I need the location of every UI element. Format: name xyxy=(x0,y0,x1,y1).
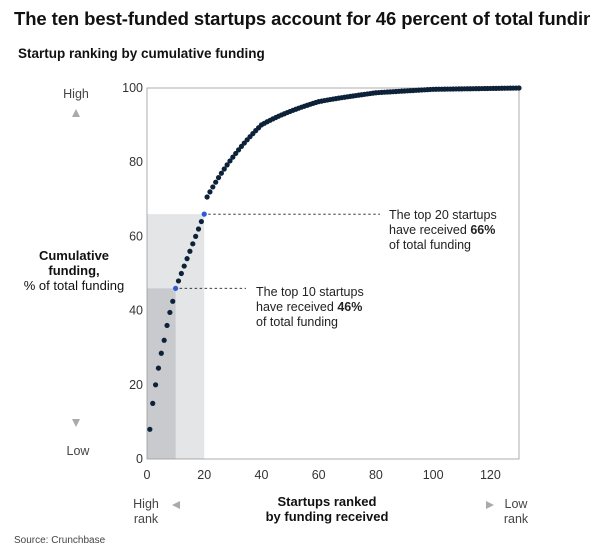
data-point xyxy=(213,179,219,185)
x-tick-labels: 0 20 40 60 80 100 120 xyxy=(144,468,501,482)
y-axis-up-arrow-icon xyxy=(72,109,80,117)
data-point xyxy=(184,256,190,262)
data-point xyxy=(158,350,164,356)
top20-annotation-prefix: have received xyxy=(389,223,470,237)
y-tick-label: 40 xyxy=(129,304,143,318)
x-axis-label-line2: by funding received xyxy=(266,509,389,524)
data-point xyxy=(161,337,167,343)
plot-frame xyxy=(146,87,520,460)
source-note: Source: Crunchbase xyxy=(14,535,106,546)
top10-annotation-line2: have received 46% xyxy=(256,300,362,314)
x-tick-label: 80 xyxy=(369,468,383,482)
data-point xyxy=(175,278,182,284)
x-axis-left-arrow-icon xyxy=(172,501,180,509)
top10-annotation-line1: The top 10 startups xyxy=(256,285,364,299)
data-point xyxy=(178,270,184,277)
data-point xyxy=(221,166,227,172)
data-point xyxy=(235,147,242,153)
y-axis-label-line2: funding, xyxy=(48,263,99,278)
y-tick-label: 80 xyxy=(129,155,143,169)
data-point xyxy=(516,85,522,91)
x-tick-label: 60 xyxy=(312,468,326,482)
data-point xyxy=(150,400,156,406)
y-tick-label: 0 xyxy=(136,452,143,466)
data-point xyxy=(210,184,216,190)
data-point xyxy=(230,154,236,160)
x-axis-high-label-line1: High xyxy=(133,497,159,511)
x-tick-label: 0 xyxy=(144,468,151,482)
chart-title: The ten best-funded startups account for… xyxy=(14,8,590,29)
data-point xyxy=(204,194,210,200)
x-axis-low-label-line1: Low xyxy=(505,497,529,511)
highlight-data-point xyxy=(173,285,179,291)
data-point xyxy=(187,248,193,254)
x-axis-low-label-line2: rank xyxy=(504,512,529,526)
x-tick-label: 20 xyxy=(197,468,211,482)
data-point xyxy=(198,218,204,225)
x-tick-label: 40 xyxy=(255,468,269,482)
x-axis-right-arrow-icon xyxy=(486,501,494,509)
top10-annotation-prefix: have received xyxy=(256,300,337,314)
data-point xyxy=(164,322,170,329)
y-tick-labels: 0 20 40 60 80 100 xyxy=(122,81,143,466)
data-point xyxy=(152,382,159,388)
y-tick-label: 60 xyxy=(129,229,143,243)
data-point xyxy=(224,162,230,168)
data-point xyxy=(167,309,173,316)
data-point xyxy=(233,150,239,157)
data-point xyxy=(193,233,199,239)
data-point xyxy=(190,241,196,247)
y-axis-low-label: Low xyxy=(67,444,91,458)
y-axis-label-line3: % of total funding xyxy=(24,278,124,293)
data-point xyxy=(227,158,233,164)
top20-annotation-line3: of total funding xyxy=(389,238,471,252)
y-axis-down-arrow-icon xyxy=(72,419,80,427)
top20-annotation-value: 66% xyxy=(470,223,495,237)
x-tick-label: 100 xyxy=(423,468,444,482)
data-point xyxy=(155,365,162,371)
data-point xyxy=(218,170,224,176)
y-axis-high-label: High xyxy=(63,87,89,101)
y-axis-label-line1: Cumulative xyxy=(39,248,109,263)
chart-subtitle: Startup ranking by cumulative funding xyxy=(18,46,265,61)
data-point xyxy=(215,175,222,181)
data-point xyxy=(147,426,153,432)
top20-annotation-line2: have received 66% xyxy=(389,223,495,237)
data-points xyxy=(147,85,522,432)
x-axis-high-label-line2: rank xyxy=(134,512,159,526)
x-tick-label: 120 xyxy=(480,468,501,482)
data-point xyxy=(207,189,213,195)
data-point xyxy=(170,298,176,304)
x-axis-label-line1: Startups ranked xyxy=(278,494,377,509)
data-point xyxy=(195,226,202,232)
data-point xyxy=(181,263,187,269)
top20-annotation-line1: The top 20 startups xyxy=(389,208,497,222)
y-tick-label: 20 xyxy=(129,378,143,392)
top10-annotation-value: 46% xyxy=(337,300,362,314)
top10-annotation-line3: of total funding xyxy=(256,315,338,329)
highlight-data-point xyxy=(201,211,207,217)
y-tick-label: 100 xyxy=(122,81,143,95)
